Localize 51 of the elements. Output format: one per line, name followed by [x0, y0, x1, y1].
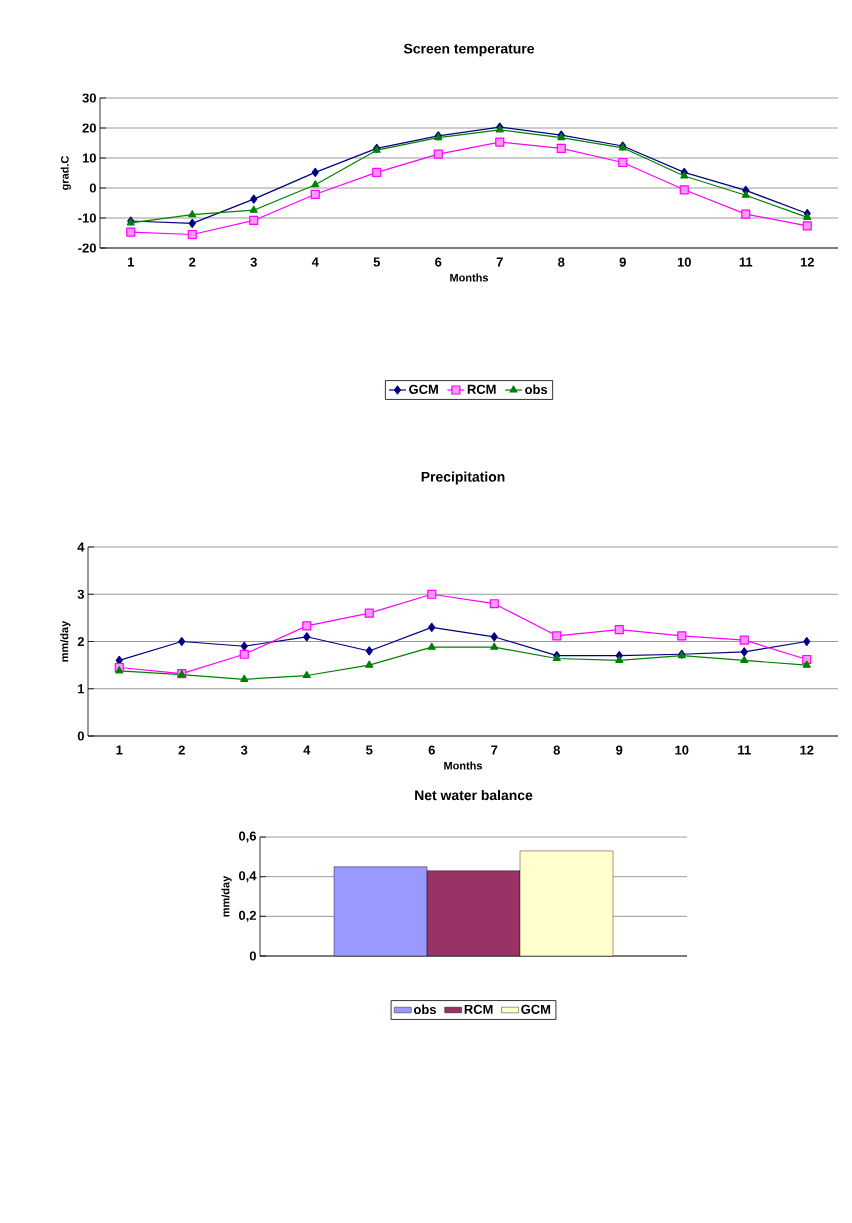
x-tick-label: 1	[116, 745, 123, 755]
x-axis-title: Months	[444, 761, 483, 770]
y-tick-label: 4	[77, 542, 85, 552]
legend-label: GCM	[521, 1004, 551, 1014]
y-tick-label: 0,2	[238, 910, 256, 922]
legend-label: GCM	[409, 384, 438, 394]
y-tick-label: 30	[82, 93, 96, 103]
x-tick-label: 4	[303, 745, 311, 755]
x-tick-label: 12	[800, 257, 814, 267]
y-tick-label: -10	[78, 213, 96, 223]
y-tick-label: 0	[89, 183, 96, 193]
y-tick-label: 20	[82, 123, 96, 133]
x-tick-label: 8	[553, 745, 560, 755]
x-tick-label: 12	[800, 745, 814, 755]
y-tick-label: 0	[77, 731, 84, 741]
y-tick-label: -20	[78, 243, 96, 253]
x-tick-label: 4	[311, 257, 319, 267]
x-tick-label: 7	[491, 745, 498, 755]
legend-label: obs	[525, 384, 548, 395]
x-tick-label: 2	[189, 257, 196, 267]
legend-label: RCM	[464, 1004, 493, 1014]
x-tick-label: 1	[127, 257, 134, 267]
x-tick-label: 5	[373, 257, 380, 267]
x-tick-label: 6	[435, 257, 442, 267]
chart-title: Net water balance	[415, 789, 533, 801]
y-tick-label: 10	[82, 153, 96, 163]
y-tick-label: 3	[77, 589, 85, 599]
chart-title: Precipitation	[421, 471, 505, 485]
x-tick-label: 6	[428, 745, 435, 755]
y-axis-title: mm/day	[221, 875, 232, 917]
y-tick-label: 0	[249, 951, 256, 961]
chart-title: Screen temperature	[403, 43, 535, 57]
legend-label: RCM	[467, 384, 496, 394]
y-tick-label: 0,6	[238, 831, 257, 843]
y-tick-label: 0,4	[238, 871, 257, 883]
y-tick-label: 2	[77, 636, 84, 647]
x-tick-label: 10	[677, 257, 691, 267]
x-tick-label: 5	[366, 745, 373, 755]
x-tick-label: 9	[616, 745, 623, 755]
x-tick-label: 7	[496, 257, 503, 267]
y-axis-title: grad.C	[60, 155, 71, 190]
legend-label: obs	[413, 1004, 436, 1015]
x-tick-label: 9	[619, 257, 626, 267]
x-tick-label: 11	[739, 257, 753, 267]
x-axis-title: Months	[450, 273, 489, 282]
x-tick-label: 2	[178, 745, 185, 755]
x-tick-label: 10	[675, 745, 689, 755]
y-tick-label: 1	[78, 684, 85, 694]
x-tick-label: 11	[738, 745, 751, 755]
x-tick-label: 8	[558, 257, 565, 267]
y-axis-title: mm/day	[60, 620, 71, 662]
